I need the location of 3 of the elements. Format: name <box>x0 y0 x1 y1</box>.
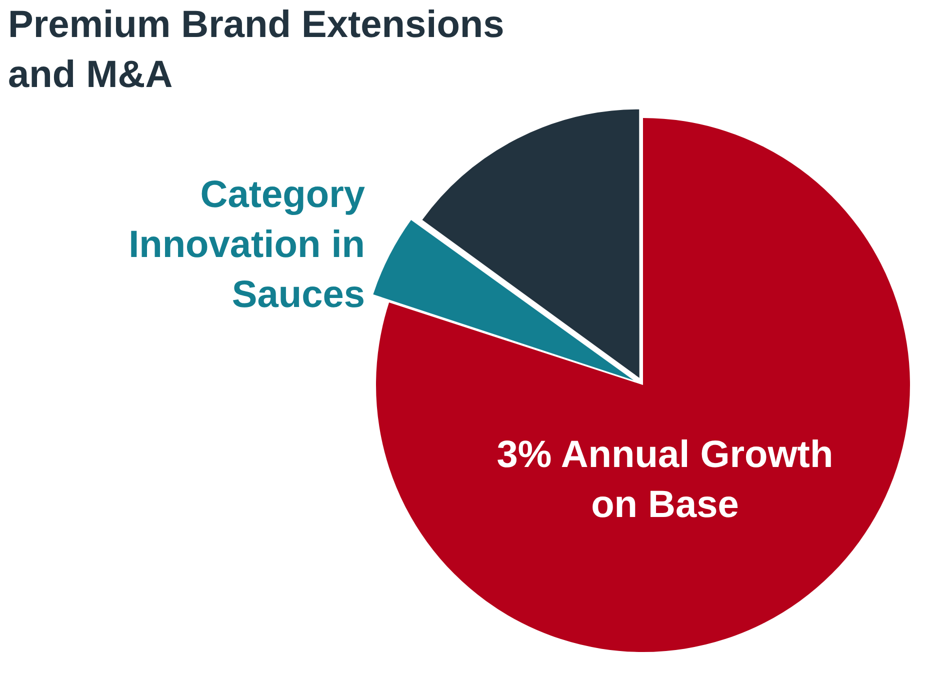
slice-label: 3% Annual Growth on Base <box>496 433 834 528</box>
slice-label: Category Innovation in Sauces <box>128 173 365 318</box>
slice-label: Premium Brand Extensions and M&A <box>8 3 506 98</box>
